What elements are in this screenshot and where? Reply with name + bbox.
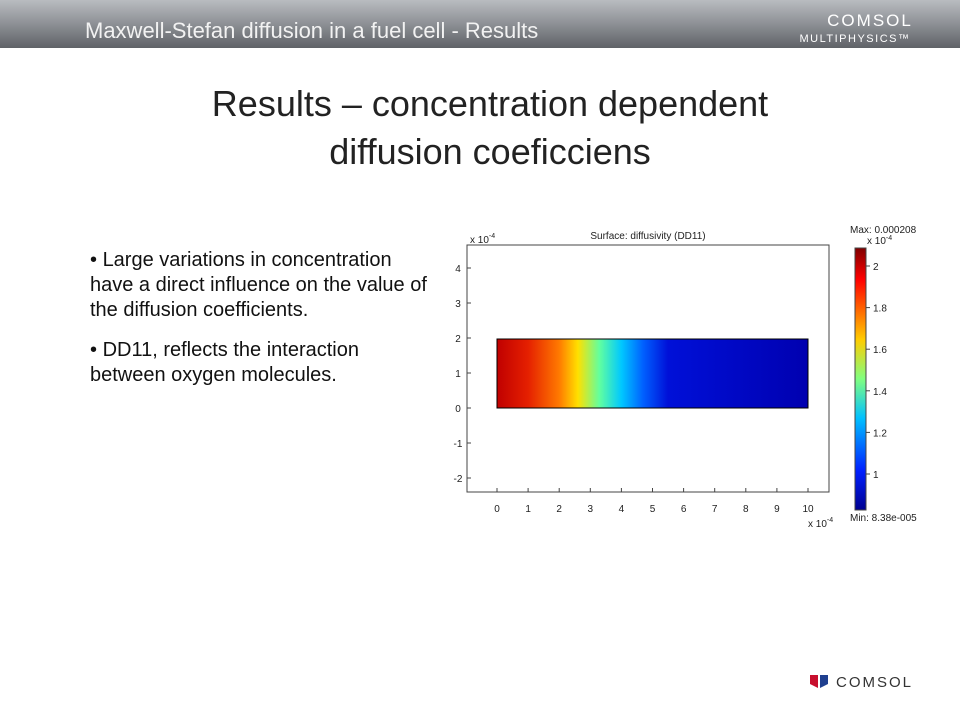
colorbar-tick-label: 1 [873, 470, 879, 481]
x-tick-label: 9 [774, 504, 780, 515]
y-tick-label: 3 [455, 299, 461, 310]
x-tick-label: 1 [525, 504, 531, 515]
colorbar [854, 247, 867, 511]
y-tick-label: 4 [455, 264, 461, 275]
header-title: Maxwell-Stefan diffusion in a fuel cell … [85, 18, 538, 43]
colorbar-tick-label: 1.2 [873, 428, 887, 439]
colorbar-min: Min: 8.38e-005 [850, 513, 917, 524]
bullet: DD11, reflects the interaction between o… [90, 338, 430, 388]
figure-title: Surface: diffusivity (DD11) [590, 231, 705, 242]
figure: Surface: diffusivity (DD11) x 10-4 x 10-… [454, 225, 918, 530]
surface [496, 338, 809, 409]
x-tick-label: 3 [588, 504, 594, 515]
colorbar-scale-base: x 10 [867, 236, 886, 247]
x-tick-label: 10 [802, 504, 814, 515]
x-tick-label: 0 [494, 504, 500, 515]
y-scale: x 10-4 [470, 233, 495, 246]
colorbar-tick-label: 1.6 [873, 345, 887, 356]
x-scale: x 10-4 [808, 517, 833, 530]
colorbar-tick-label: 1.8 [873, 304, 887, 315]
colorbar-tick-label: 2 [873, 262, 879, 273]
footer-logo-text: COMSOL [836, 674, 913, 691]
y-scale-base: x 10 [470, 235, 489, 246]
slide-title: diffusion coeficciens [329, 131, 651, 172]
y-tick-label: 0 [455, 404, 461, 415]
slide-title: Results – concentration dependent [212, 83, 768, 124]
x-tick-label: 2 [556, 504, 562, 515]
bullet-list: Large variations in concentration have a… [90, 248, 430, 403]
colorbar-scale: x 10-4 [867, 235, 892, 247]
y-tick-label: -1 [454, 439, 463, 450]
y-tick-label: 1 [455, 369, 461, 380]
y-scale-exponent: -4 [489, 233, 495, 240]
x-scale-exponent: -4 [827, 517, 833, 524]
colorbar-tick-label: 1.4 [873, 387, 887, 398]
y-tick-label: -2 [454, 474, 463, 485]
bullet: Large variations in concentration have a… [90, 248, 430, 323]
x-tick-label: 5 [650, 504, 656, 515]
y-tick-label: 2 [455, 334, 461, 345]
header-logo: COMSOL [827, 11, 913, 30]
x-tick-label: 4 [619, 504, 625, 515]
header-logo-tagline: MULTIPHYSICS™ [800, 33, 911, 45]
colorbar-scale-exponent: -4 [886, 235, 892, 242]
header-band [0, 0, 960, 48]
x-scale-base: x 10 [808, 519, 827, 530]
logo-icon [810, 675, 818, 688]
logo-icon [820, 675, 828, 688]
x-tick-label: 8 [743, 504, 749, 515]
footer-logo: COMSOL [810, 674, 913, 691]
colorbar-max: Max: 0.000208 [850, 225, 917, 236]
x-tick-label: 7 [712, 504, 718, 515]
x-tick-label: 6 [681, 504, 687, 515]
